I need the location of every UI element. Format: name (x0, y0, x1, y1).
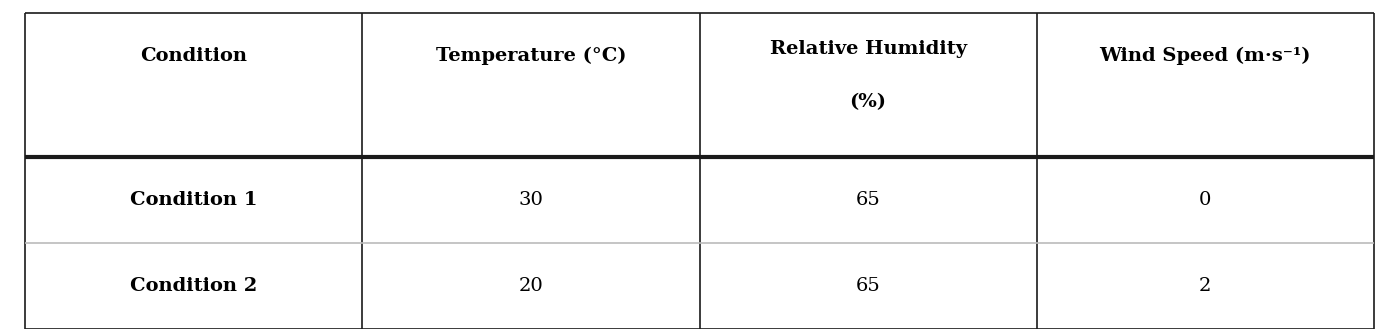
Text: 30: 30 (519, 191, 543, 209)
Text: Relative Humidity: Relative Humidity (769, 40, 967, 58)
Text: 0: 0 (1199, 191, 1212, 209)
Text: Temperature (°C): Temperature (°C) (435, 47, 627, 65)
Text: 65: 65 (856, 191, 880, 209)
Text: 65: 65 (856, 277, 880, 295)
Text: 2: 2 (1199, 277, 1212, 295)
Text: Condition 2: Condition 2 (130, 277, 257, 295)
Text: 20: 20 (519, 277, 543, 295)
Text: Wind Speed (m·s⁻¹): Wind Speed (m·s⁻¹) (1100, 47, 1311, 65)
Text: Condition: Condition (140, 47, 248, 65)
Text: Condition 1: Condition 1 (130, 191, 257, 209)
Text: (%): (%) (849, 93, 887, 111)
